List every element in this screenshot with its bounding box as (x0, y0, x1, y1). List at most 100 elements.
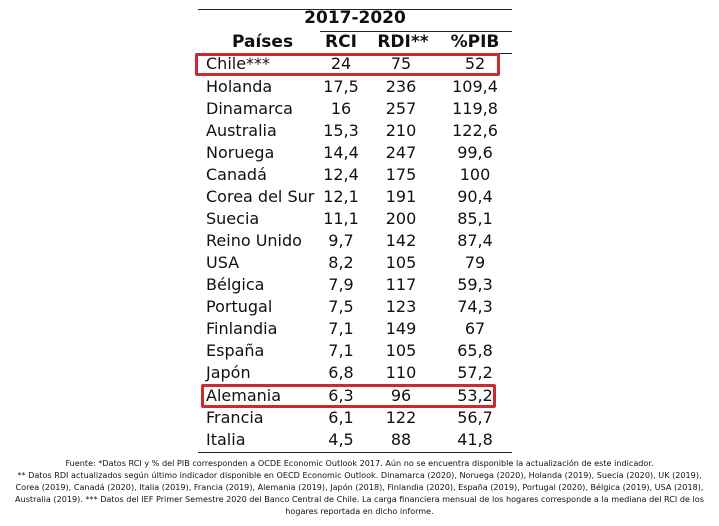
rdi-cell: 123 (385, 297, 417, 316)
table-row: Francia 6,1 122 56,7 (195, 407, 515, 429)
rdi-cell: 175 (385, 165, 417, 184)
rci-cell: 8,2 (328, 253, 354, 272)
country-cell: USA (206, 253, 240, 272)
highlight-box-alemania (201, 384, 496, 408)
pib-cell: 90,4 (457, 187, 493, 206)
rci-cell: 15,3 (323, 121, 359, 140)
rci-cell: 9,7 (328, 231, 354, 250)
country-cell: Finlandia (206, 319, 278, 338)
pib-cell: 85,1 (457, 209, 493, 228)
rdi-cell: 110 (385, 363, 417, 382)
table-row: Dinamarca 16 257 119,8 (195, 98, 515, 120)
pib-cell: 56,7 (457, 408, 493, 427)
pib-cell: 65,8 (457, 341, 493, 360)
rci-cell: 7,5 (328, 297, 354, 316)
country-cell: Italia (206, 430, 246, 449)
rdi-cell: 96 (390, 386, 412, 405)
pib-cell: 99,6 (457, 143, 493, 162)
country-cell: Reino Unido (206, 231, 302, 250)
rci-cell: 11,1 (323, 209, 359, 228)
rdi-cell: 247 (385, 143, 417, 162)
table-row: Corea del Sur 12,1 191 90,4 (195, 186, 515, 208)
header-rci: RCI (325, 32, 357, 52)
rdi-cell: 210 (385, 121, 417, 140)
table-row: España 7,1 105 65,8 (195, 340, 515, 362)
table-row: Italia 4,5 88 41,8 (195, 429, 515, 451)
rci-cell: 7,9 (328, 275, 354, 294)
rdi-cell: 236 (385, 77, 417, 96)
table-row: Chile*** 24 75 52 (195, 53, 515, 75)
rci-cell: 12,4 (323, 165, 359, 184)
highlight-box-chile (195, 53, 500, 76)
pib-cell: 87,4 (457, 231, 493, 250)
period-label: 2017-2020 (304, 8, 406, 28)
source-note: Fuente: *Datos RCI y % del PIB correspon… (0, 457, 719, 517)
country-cell: Japón (206, 363, 251, 382)
country-cell: Noruega (206, 143, 275, 162)
rci-cell: 4,5 (328, 430, 354, 449)
rci-cell: 12,1 (323, 187, 359, 206)
country-cell: Corea del Sur (206, 187, 315, 206)
source-note-line: hogares reportada en dicho informe. (285, 506, 434, 516)
table-row: Australia 15,3 210 122,6 (195, 120, 515, 142)
table-row: USA 8,2 105 79 (195, 252, 515, 274)
table-row: Suecia 11,1 200 85,1 (195, 208, 515, 230)
source-note-line: ** Datos RDI actualizados según último i… (17, 470, 702, 480)
source-note-line: Fuente: *Datos RCI y % del PIB correspon… (65, 458, 654, 468)
pib-cell: 122,6 (452, 121, 498, 140)
country-cell: Holanda (206, 77, 273, 96)
pib-cell: 119,8 (452, 99, 498, 118)
rci-cell: 6,1 (328, 408, 354, 427)
pib-cell: 52 (464, 54, 486, 73)
table-row: Bélgica 7,9 117 59,3 (195, 274, 515, 296)
rci-cell: 6,8 (328, 363, 354, 382)
table-bottom-rule (198, 452, 512, 453)
pib-cell: 57,2 (457, 363, 493, 382)
country-cell: Dinamarca (206, 99, 293, 118)
rdi-cell: 142 (385, 231, 417, 250)
rci-cell: 6,3 (328, 386, 354, 405)
table-row: Noruega 14,4 247 99,6 (195, 142, 515, 164)
rci-cell: 17,5 (323, 77, 359, 96)
pib-cell: 100 (459, 165, 491, 184)
country-cell: Portugal (206, 297, 273, 316)
rci-cell: 16 (330, 99, 352, 118)
source-note-line: Australia (2019). *** Datos del IEF Prim… (15, 494, 704, 504)
country-cell: España (206, 341, 265, 360)
pib-cell: 109,4 (452, 77, 498, 96)
country-cell: Canadá (206, 165, 267, 184)
table-row: Reino Unido 9,7 142 87,4 (195, 230, 515, 252)
country-cell: Suecia (206, 209, 260, 228)
table-row: Alemania 6,3 96 53,2 (195, 385, 515, 407)
rdi-cell: 257 (385, 99, 417, 118)
table-row: Holanda 17,5 236 109,4 (195, 76, 515, 98)
rci-cell: 7,1 (328, 341, 354, 360)
period-underline (320, 31, 512, 32)
rdi-cell: 122 (385, 408, 417, 427)
table-row: Finlandia 7,1 149 67 (195, 318, 515, 340)
table-top-rule (198, 9, 512, 10)
country-cell: Australia (206, 121, 277, 140)
rdi-cell: 105 (385, 253, 417, 272)
pib-cell: 67 (464, 319, 486, 338)
rci-cell: 7,1 (328, 319, 354, 338)
header-rdi: RDI** (377, 32, 429, 52)
pib-cell: 79 (464, 253, 486, 272)
header-pib: %PIB (450, 32, 500, 52)
country-cell: Chile*** (206, 54, 271, 73)
country-cell: Francia (206, 408, 264, 427)
rdi-cell: 88 (390, 430, 412, 449)
pib-cell: 53,2 (457, 386, 493, 405)
country-cell: Bélgica (206, 275, 265, 294)
rdi-cell: 105 (385, 341, 417, 360)
rdi-cell: 191 (385, 187, 417, 206)
pib-cell: 41,8 (457, 430, 493, 449)
rdi-cell: 149 (385, 319, 417, 338)
table-row: Japón 6,8 110 57,2 (195, 362, 515, 384)
rci-cell: 14,4 (323, 143, 359, 162)
rdi-cell: 117 (385, 275, 417, 294)
country-cell: Alemania (206, 386, 282, 405)
pib-cell: 59,3 (457, 275, 493, 294)
rdi-cell: 75 (390, 54, 412, 73)
header-country: Países (232, 32, 294, 52)
